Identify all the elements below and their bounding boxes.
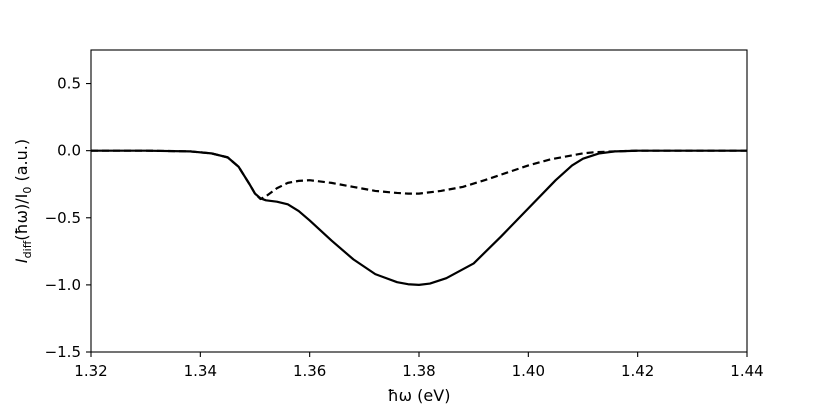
y-tick-label: 0.0 bbox=[57, 142, 81, 160]
y-tick-label: −1.5 bbox=[45, 343, 81, 361]
x-tick-label: 1.38 bbox=[402, 362, 435, 380]
y-axis-label: Idiff(ħω)/I0 (a.u.) bbox=[12, 139, 34, 263]
x-tick-label: 1.34 bbox=[184, 362, 217, 380]
x-tick-label: 1.32 bbox=[74, 362, 107, 380]
x-tick-label: 1.44 bbox=[730, 362, 763, 380]
series-line-solid bbox=[91, 149, 747, 286]
y-tick-label: −1.0 bbox=[45, 276, 81, 294]
plot-frame bbox=[90, 49, 748, 353]
y-label-main: I bbox=[12, 258, 31, 263]
plot-area bbox=[91, 149, 747, 286]
y-tick-label: 0.5 bbox=[57, 75, 81, 93]
y-label-middle: (ħω)/I bbox=[12, 194, 31, 241]
x-tick-label: 1.40 bbox=[512, 362, 545, 380]
x-axis: 1.32 1.34 1.36 1.38 1.40 1.42 1.44 bbox=[74, 352, 764, 380]
y-label-main-sub: diff bbox=[21, 240, 34, 258]
x-tick-label: 1.42 bbox=[621, 362, 654, 380]
series-line-dashed bbox=[91, 149, 747, 201]
y-axis: 0.5 0.0 −0.5 −1.0 −1.5 bbox=[45, 75, 91, 361]
y-label-middle-sub: 0 bbox=[21, 187, 34, 194]
y-label-suffix: (a.u.) bbox=[12, 139, 31, 187]
x-tick-label: 1.36 bbox=[293, 362, 326, 380]
y-tick-label: −0.5 bbox=[45, 209, 81, 227]
x-axis-label: ħω (eV) bbox=[388, 386, 451, 405]
